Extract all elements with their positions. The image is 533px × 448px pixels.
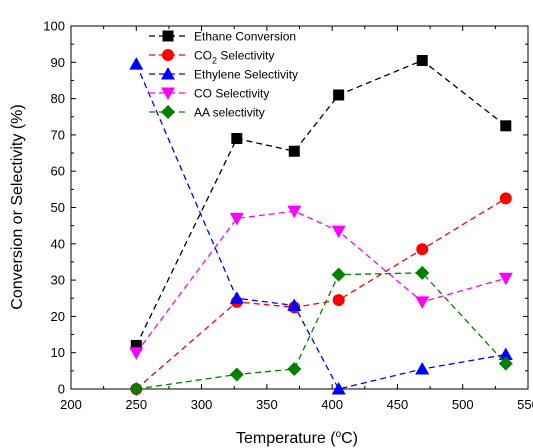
data-point: [129, 382, 144, 396]
legend-label: Ethane Conversion: [194, 30, 296, 44]
y-tick-label: 90: [51, 55, 65, 70]
y-tick-label: 0: [58, 382, 65, 397]
data-point: [287, 298, 302, 312]
legend-label-main: Ethane Conversion: [194, 30, 296, 44]
y-tick-label: 20: [51, 309, 65, 324]
legend-label: CO Selectivity: [194, 87, 269, 101]
legend-label: Ethylene Selectivity: [194, 68, 298, 82]
data-point: [415, 296, 430, 309]
data-point: [331, 225, 346, 239]
data-point: [416, 54, 428, 66]
legend-item: CO2 Selectivity: [149, 49, 274, 66]
data-point: [287, 362, 302, 377]
data-point: [129, 57, 144, 70]
legend-label-main: CO: [194, 49, 212, 63]
legend-item: AA selectivity: [149, 105, 265, 120]
legend-item: Ethylene Selectivity: [149, 67, 298, 82]
legend-label-main: AA selectivity: [194, 106, 265, 120]
x-tick-label: 300: [191, 397, 213, 412]
series-aa-selectivity: [129, 265, 513, 396]
data-point: [333, 89, 345, 101]
data-point: [498, 356, 513, 371]
axes: 200 250 300 350 400 450 500 550 0 10 20 30 40 50 60 70 8…: [43, 19, 533, 413]
y-tick-label: 50: [51, 200, 65, 215]
legend-item: Ethane Conversion: [149, 30, 296, 44]
x-tick-label: 200: [60, 397, 82, 412]
data-point: [416, 243, 429, 256]
legend-marker: [161, 105, 175, 119]
x-axis-title-unit: C): [341, 430, 358, 447]
legend-label-subscript: 2: [212, 56, 217, 66]
data-point: [231, 133, 243, 145]
legend: Ethane Conversion CO2 Selectivity Ethylene…: [149, 30, 298, 120]
x-tick-label: 400: [321, 397, 343, 412]
legend-marker: [161, 87, 175, 100]
data-point: [332, 294, 345, 307]
data-point: [287, 205, 302, 219]
series-layer: [129, 54, 513, 396]
y-tick-label: 60: [51, 164, 65, 179]
x-tick-label: 550: [517, 397, 533, 412]
legend-marker: [161, 67, 175, 80]
legend-item: CO Selectivity: [149, 87, 269, 101]
data-point: [500, 120, 512, 132]
series-line: [135, 63, 506, 390]
series-line: [136, 272, 507, 390]
legend-marker: [162, 49, 174, 61]
legend-label: AA selectivity: [194, 106, 265, 120]
legend-label-main: Ethylene Selectivity: [194, 68, 298, 82]
data-point: [229, 367, 244, 382]
series-line: [135, 210, 506, 354]
legend-marker: [162, 30, 174, 42]
x-tick-label: 450: [387, 397, 409, 412]
x-axis-title-main: Temperature (: [236, 430, 336, 447]
y-tick-label: 40: [51, 236, 65, 251]
y-tick-label: 100: [43, 19, 65, 34]
series-line: [135, 197, 507, 390]
data-point: [229, 212, 244, 226]
y-tick-label: 80: [51, 91, 65, 106]
legend-label-rest: Selectivity: [217, 49, 274, 63]
y-tick-label: 30: [51, 273, 65, 288]
data-point: [129, 347, 144, 360]
y-tick-label: 10: [51, 345, 65, 360]
data-point: [288, 145, 300, 157]
y-tick-label: 70: [51, 127, 65, 142]
data-point: [498, 347, 513, 361]
data-point: [499, 192, 512, 205]
data-point: [415, 362, 430, 375]
x-tick-label: 500: [452, 397, 474, 412]
legend-label: CO2 Selectivity: [194, 49, 274, 66]
x-axis-title-degree: o: [336, 429, 342, 440]
x-axis-title: Temperature (oC): [236, 429, 358, 447]
data-point: [130, 339, 142, 351]
x-tick-label: 350: [256, 397, 278, 412]
data-point: [331, 267, 346, 282]
data-point: [415, 265, 430, 280]
data-point: [331, 382, 346, 395]
series-ethane-conversion: [130, 54, 512, 351]
data-point: [498, 272, 513, 286]
series-line: [135, 59, 507, 346]
data-point: [229, 291, 244, 304]
series-co-selectivity: [129, 205, 513, 360]
x-tick-label: 250: [125, 397, 147, 412]
series-ethylene-selectivity: [129, 57, 513, 395]
legend-label-main: CO Selectivity: [194, 87, 269, 101]
y-axis-title: Conversion or Selectivity (%): [9, 104, 26, 309]
